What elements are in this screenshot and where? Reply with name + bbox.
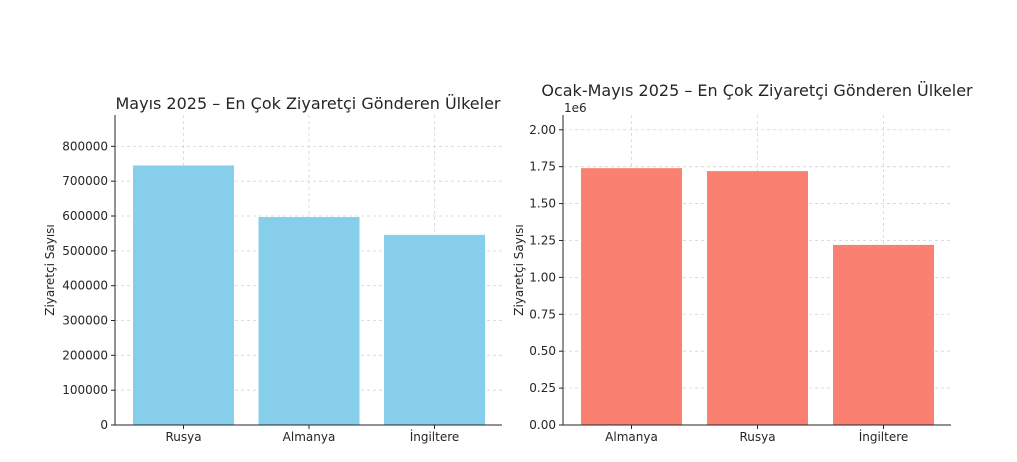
x-tick-label: Almanya — [283, 430, 336, 444]
y-tick-label: 100000 — [62, 383, 108, 397]
x-tick-label: Rusya — [739, 430, 775, 444]
y-tick-label: 600000 — [62, 209, 108, 223]
y-tick-label: 800000 — [62, 139, 108, 153]
y-axis-label: Ziyaretçi Sayısı — [512, 224, 526, 316]
bar — [581, 168, 682, 425]
y-tick-label: 1.50 — [529, 197, 556, 211]
x-tick-label: İngiltere — [859, 429, 909, 444]
y-tick-label: 700000 — [62, 174, 108, 188]
bar — [707, 171, 808, 425]
chart-mayis-2025: Mayıs 2025 – En Çok Ziyaretçi Gönderen Ü… — [43, 94, 502, 444]
y-tick-label: 300000 — [62, 314, 108, 328]
y-tick-label: 0.00 — [529, 418, 556, 432]
y-tick-label: 0 — [100, 418, 108, 432]
y-tick-label: 200000 — [62, 348, 108, 362]
bar — [384, 234, 485, 425]
y-tick-label: 400000 — [62, 279, 108, 293]
bar — [133, 165, 234, 425]
y-tick-label: 0.75 — [529, 307, 556, 321]
y-tick-label: 1.25 — [529, 233, 556, 247]
y-axis-label: Ziyaretçi Sayısı — [43, 224, 57, 316]
y-tick-label: 0.50 — [529, 344, 556, 358]
x-tick-label: Almanya — [605, 430, 658, 444]
bar — [833, 244, 934, 425]
y-axis-offset-label: 1e6 — [564, 101, 587, 115]
chart-title: Mayıs 2025 – En Çok Ziyaretçi Gönderen Ü… — [115, 94, 500, 113]
chart-ocak-mayis-2025: Ocak-Mayıs 2025 – En Çok Ziyaretçi Gönde… — [512, 81, 973, 444]
bar — [258, 217, 360, 425]
chart-title: Ocak-Mayıs 2025 – En Çok Ziyaretçi Gönde… — [541, 81, 973, 100]
y-tick-label: 1.00 — [529, 270, 556, 284]
y-tick-label: 1.75 — [529, 160, 556, 174]
y-tick-label: 0.25 — [529, 381, 556, 395]
y-tick-label: 2.00 — [529, 123, 556, 137]
y-tick-label: 500000 — [62, 244, 108, 258]
x-tick-label: Rusya — [165, 430, 201, 444]
x-tick-label: İngiltere — [410, 429, 460, 444]
